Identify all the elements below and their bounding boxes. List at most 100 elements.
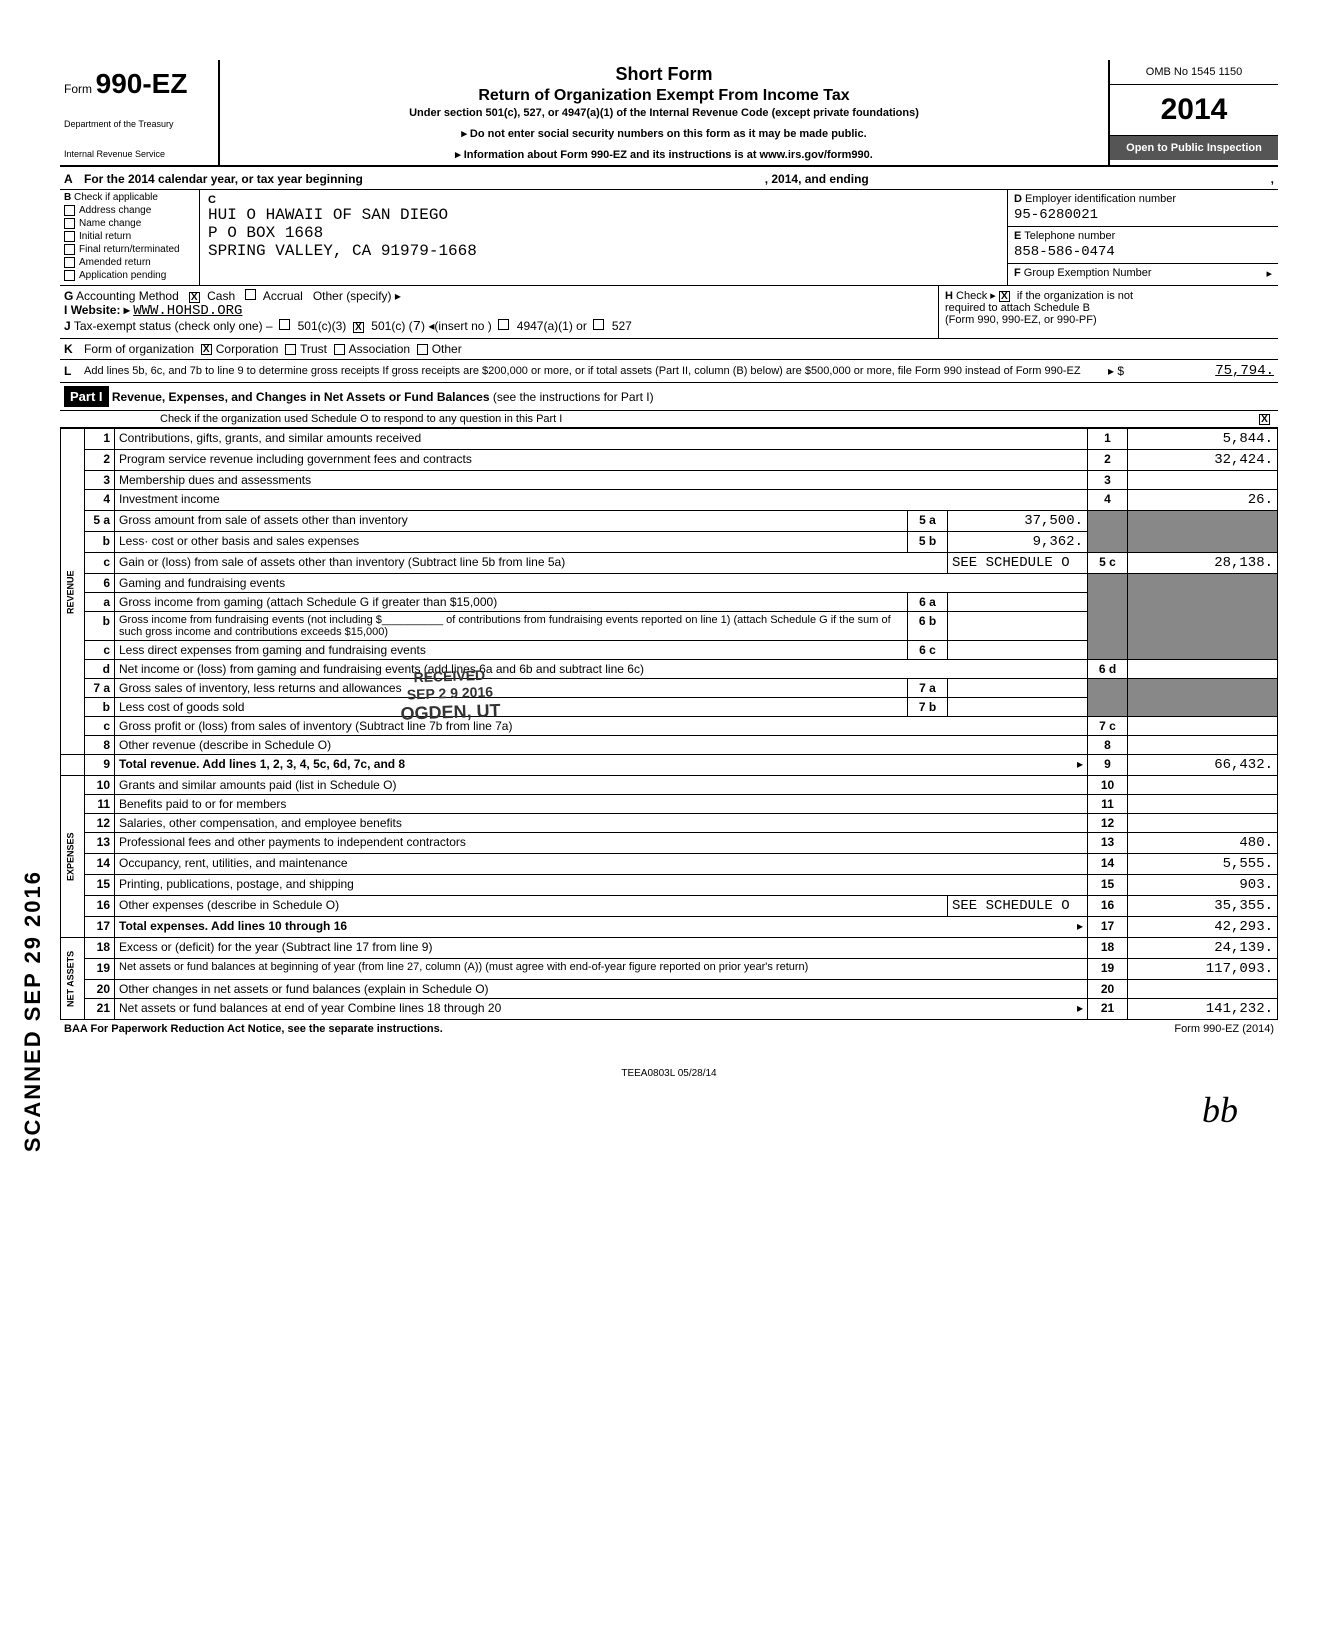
form-header-left: Form 990-EZ Department of the Treasury I… <box>60 60 220 165</box>
opt-other: Other (specify) ▸ <box>313 289 401 303</box>
opt-501c-num: 7 <box>413 319 421 335</box>
tax-exempt-label: Tax-exempt status (check only one) – <box>74 319 273 333</box>
l21-desc: Net assets or fund balances at end of ye… <box>119 1001 501 1015</box>
label-e: E <box>1014 230 1021 242</box>
l11-col: 11 <box>1088 795 1128 814</box>
l9-num: 9 <box>85 755 115 776</box>
l20-val <box>1128 980 1278 999</box>
check-no-sched-b[interactable] <box>999 291 1010 302</box>
initials: bb <box>60 1089 1278 1131</box>
l16-val: 35,355. <box>1128 896 1278 917</box>
label-l: L <box>64 364 84 378</box>
opt-name-change: Name change <box>79 218 141 229</box>
opt-501c-a: 501(c) ( <box>371 319 412 333</box>
l7c-num: c <box>85 717 115 736</box>
l7b-num: b <box>85 698 115 717</box>
opt-address-change: Address change <box>79 205 151 216</box>
l19-val: 117,093. <box>1128 959 1278 980</box>
phone-label: Telephone number <box>1024 230 1115 242</box>
l18-num: 18 <box>85 938 115 959</box>
check-sched-o[interactable] <box>1259 414 1270 425</box>
h-text2: if the organization is not <box>1017 290 1133 302</box>
opt-corporation: Corporation <box>216 342 279 356</box>
omb-number: OMB No 1545 1150 <box>1110 60 1278 85</box>
l2-col: 2 <box>1088 450 1128 471</box>
opt-501c-b: ) ◂(insert no ) <box>421 319 492 333</box>
l20-num: 20 <box>85 980 115 999</box>
check-address-change[interactable] <box>64 205 75 216</box>
opt-final-return: Final return/terminated <box>79 244 180 255</box>
title-return: Return of Organization Exempt From Incom… <box>230 87 1098 105</box>
check-527[interactable] <box>593 319 604 330</box>
l6d-col: 6 d <box>1088 660 1128 679</box>
check-name-change[interactable] <box>64 218 75 229</box>
form-header-right: OMB No 1545 1150 2014 Open to Public Ins… <box>1108 60 1278 165</box>
opt-initial-return: Initial return <box>79 231 131 242</box>
check-association[interactable] <box>334 344 345 355</box>
l5a-subcol: 5 a <box>908 511 948 532</box>
check-other-org[interactable] <box>417 344 428 355</box>
accounting-method-label: Accounting Method <box>76 289 179 303</box>
ein-label: Employer identification number <box>1025 193 1176 205</box>
check-cash[interactable] <box>189 292 200 303</box>
l6a-num: a <box>85 593 115 612</box>
check-final-return[interactable] <box>64 244 75 255</box>
l5c-col: 5 c <box>1088 553 1128 574</box>
org-addr2: SPRING VALLEY, CA 91979-1668 <box>208 242 999 260</box>
l7a-subcol: 7 a <box>908 679 948 698</box>
l7ab-shade-col <box>1088 679 1128 717</box>
part1-sched-o-text: Check if the organization used Schedule … <box>160 413 562 425</box>
check-501c3[interactable] <box>279 319 290 330</box>
group-exempt-arrow: ▸ <box>1266 267 1272 280</box>
h-text4: (Form 990, 990-EZ, or 990-PF) <box>945 314 1097 326</box>
l5b-desc: Less· cost or other basis and sales expe… <box>115 532 908 553</box>
l12-col: 12 <box>1088 814 1128 833</box>
l13-desc: Professional fees and other payments to … <box>115 833 1088 854</box>
check-501c[interactable] <box>353 322 364 333</box>
row-k: K Form of organization Corporation Trust… <box>60 339 1278 360</box>
gross-receipts-value: 75,794. <box>1124 363 1274 379</box>
l6d-val <box>1128 660 1278 679</box>
l15-val: 903. <box>1128 875 1278 896</box>
l3-val <box>1128 471 1278 490</box>
l4-val: 26. <box>1128 490 1278 511</box>
l12-val <box>1128 814 1278 833</box>
l4-col: 4 <box>1088 490 1128 511</box>
l6c-subcol: 6 c <box>908 641 948 660</box>
part1-rest: (see the instructions for Part I) <box>493 390 654 404</box>
l9-desc: Total revenue. Add lines 1, 2, 3, 4, 5c,… <box>119 757 405 771</box>
footer-center: TEEA0803L 05/28/14 <box>60 1068 1278 1079</box>
check-application-pending[interactable] <box>64 270 75 281</box>
row-ghij: G Accounting Method Cash Accrual Other (… <box>60 286 1278 339</box>
label-k: K <box>64 342 84 356</box>
l7c-val <box>1128 717 1278 736</box>
dept-treasury: Department of the Treasury <box>64 120 214 130</box>
l16-num: 16 <box>85 896 115 917</box>
l5c-num: c <box>85 553 115 574</box>
l19-num: 19 <box>85 959 115 980</box>
check-trust[interactable] <box>285 344 296 355</box>
l7c-col: 7 c <box>1088 717 1128 736</box>
form-header-center: Short Form Return of Organization Exempt… <box>220 60 1108 165</box>
l8-num: 8 <box>85 736 115 755</box>
opt-4947: 4947(a)(1) or <box>517 319 587 333</box>
lines-table: REVENUE 1 Contributions, gifts, grants, … <box>60 428 1278 1020</box>
l7b-desc: Less cost of goods sold <box>115 698 908 717</box>
l6c-subval <box>948 641 1088 660</box>
l19-desc: Net assets or fund balances at beginning… <box>115 959 1088 980</box>
l15-num: 15 <box>85 875 115 896</box>
label-a: A <box>64 172 84 186</box>
col-b: B Check if applicable Address change Nam… <box>60 190 200 285</box>
l17-val: 42,293. <box>1128 917 1278 938</box>
l6b-subval <box>948 612 1088 641</box>
check-initial-return[interactable] <box>64 231 75 242</box>
check-corporation[interactable] <box>201 344 212 355</box>
l3-num: 3 <box>85 471 115 490</box>
check-accrual[interactable] <box>245 289 256 300</box>
l5ab-shade-val <box>1128 511 1278 553</box>
check-4947[interactable] <box>498 319 509 330</box>
col-c: C HUI O HAWAII OF SAN DIEGO P O BOX 1668… <box>200 190 1008 285</box>
l3-desc: Membership dues and assessments <box>115 471 1088 490</box>
l10-desc: Grants and similar amounts paid (list in… <box>115 776 1088 795</box>
check-amended-return[interactable] <box>64 257 75 268</box>
